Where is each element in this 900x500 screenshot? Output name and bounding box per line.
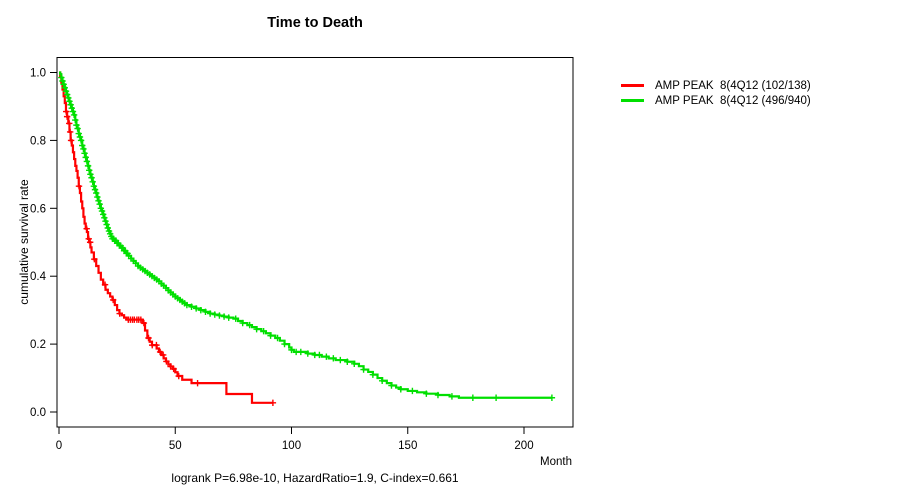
censor-marks-red [63, 108, 277, 407]
y-tick-label: 0.6 [30, 203, 46, 215]
x-tick-label: 100 [282, 440, 301, 452]
legend-item-green: AMP PEAK 8(4Q12 (496/940) [621, 93, 811, 108]
y-tick-label: 0.2 [30, 339, 46, 351]
legend-line-red [621, 84, 644, 87]
legend-label-red: AMP PEAK 8(4Q12 (102/138) [655, 79, 811, 92]
chart-title: Time to Death [267, 15, 363, 31]
x-tick-label: 200 [514, 440, 533, 452]
km-curve-green [59, 71, 552, 399]
km-curve-red [59, 71, 273, 404]
y-tick-label: 0.8 [30, 135, 46, 147]
legend-line-green [621, 99, 644, 102]
y-axis-label: cumulative survival rate [17, 179, 31, 305]
x-tick-label: 50 [169, 440, 182, 452]
x-tick-label: 150 [398, 440, 417, 452]
x-tick-label: 0 [56, 440, 62, 452]
y-tick-label: 0.0 [30, 407, 46, 419]
x-axis-label: Month [540, 456, 572, 468]
y-tick-label: 1.0 [30, 68, 46, 80]
y-tick-label: 0.4 [30, 271, 47, 283]
plot-box [56, 57, 574, 428]
statistics-annotation: logrank P=6.98e-10, HazardRatio=1.9, C-i… [171, 471, 459, 485]
censor-marks-green [58, 74, 556, 401]
legend: AMP PEAK 8(4Q12 (102/138) AMP PEAK 8(4Q1… [621, 78, 811, 108]
legend-item-red: AMP PEAK 8(4Q12 (102/138) [621, 78, 811, 93]
legend-label-green: AMP PEAK 8(4Q12 (496/940) [655, 94, 811, 107]
